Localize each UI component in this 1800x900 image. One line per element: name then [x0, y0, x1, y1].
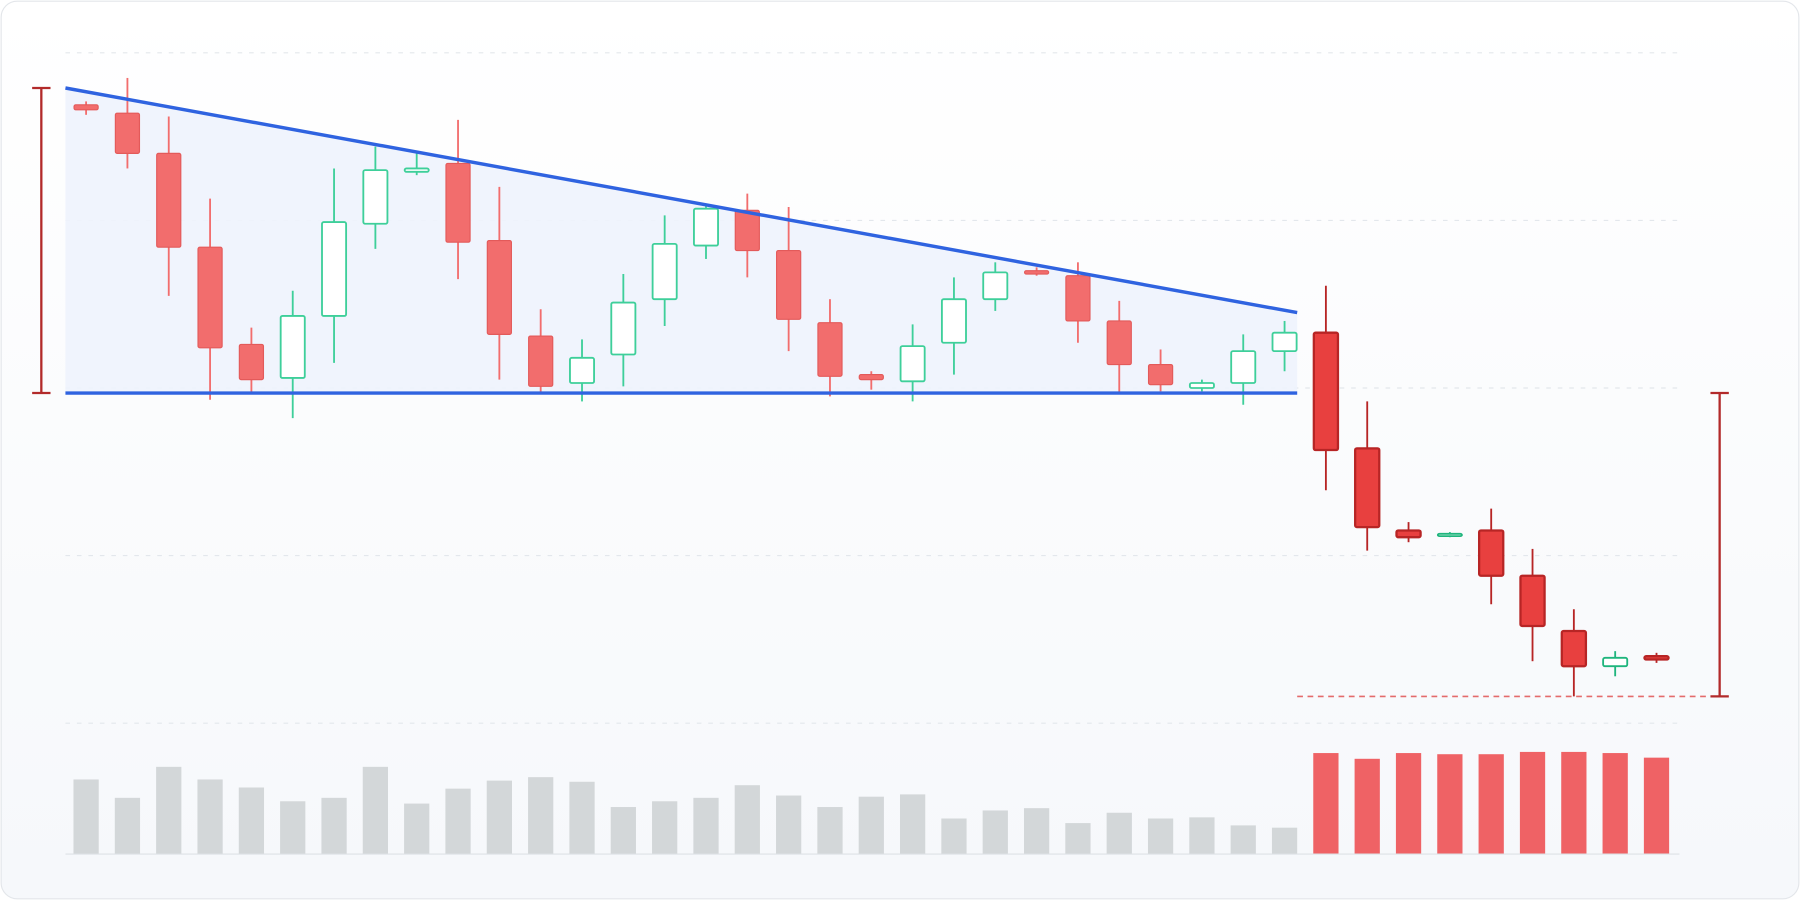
candle-body — [569, 356, 595, 384]
candle-body — [445, 162, 471, 243]
candle-body — [528, 335, 554, 387]
volume-bar — [776, 795, 802, 855]
candle-body — [486, 239, 512, 335]
candle-body — [279, 315, 306, 379]
candle-body — [1147, 363, 1174, 386]
volume-bar — [1189, 817, 1215, 855]
candle-body — [114, 112, 141, 154]
volume-bar — [1395, 753, 1422, 855]
volume-bar — [1519, 751, 1546, 855]
volume-bar — [1065, 823, 1091, 855]
candle-body — [982, 271, 1009, 301]
volume-bar — [1106, 812, 1132, 855]
volume-bar — [238, 787, 265, 855]
candle-body — [1519, 574, 1546, 628]
volume-bar — [362, 766, 389, 855]
volume-bar — [610, 807, 636, 855]
candle-body — [1312, 331, 1340, 452]
volume-bar — [1023, 808, 1050, 855]
candle-body — [1230, 350, 1257, 384]
volume-bar — [1230, 825, 1256, 855]
candle-body — [197, 246, 223, 349]
candle-body — [693, 207, 719, 247]
candle-body — [651, 242, 678, 301]
candle-body — [156, 152, 182, 248]
volume-bar — [280, 801, 306, 855]
candle-body — [321, 221, 348, 317]
candle-body — [403, 167, 430, 173]
volume-bar — [197, 779, 223, 855]
candle-body — [1643, 655, 1670, 661]
candle-body — [1188, 382, 1215, 389]
volume-bar — [858, 796, 884, 855]
volume-bar — [1478, 754, 1504, 855]
volume-bar — [445, 788, 471, 855]
triangle-zone — [65, 88, 1298, 394]
volume-bar — [1354, 758, 1380, 855]
volume-bar — [486, 780, 512, 855]
candle-body — [899, 345, 926, 383]
candle-body — [776, 250, 802, 320]
volume-bar — [528, 777, 554, 855]
candle-body — [610, 301, 637, 356]
volume-bar — [1643, 757, 1670, 855]
volume-bar — [73, 779, 99, 855]
candle-body — [1560, 629, 1588, 668]
volume-bar — [1313, 753, 1339, 855]
candle-body — [734, 209, 760, 252]
volume-bar — [734, 785, 760, 855]
candle-body — [1271, 331, 1298, 353]
candle-body — [858, 374, 884, 381]
candle-body — [1602, 656, 1629, 668]
volume-bar — [817, 807, 843, 855]
volume-bar — [1147, 818, 1174, 855]
volume-bar — [1561, 751, 1587, 855]
volume-bar — [321, 797, 347, 855]
candle-body — [1106, 320, 1132, 366]
candle-body — [1395, 529, 1422, 539]
resistance-line — [65, 86, 1298, 315]
candle-body — [73, 104, 99, 111]
candle-body — [1065, 275, 1091, 322]
candle-body — [817, 322, 843, 377]
volume-bar — [941, 818, 967, 855]
candle-body — [1354, 447, 1381, 529]
volume-bar — [156, 766, 182, 855]
candle-body — [238, 343, 265, 381]
candle-body — [1436, 532, 1463, 538]
volume-bar — [652, 801, 678, 855]
volume-bar — [114, 797, 141, 855]
volume-bar — [982, 810, 1008, 855]
volume-bar — [693, 797, 719, 855]
candle-body — [362, 169, 389, 225]
candle-body — [940, 298, 967, 344]
volume-bar — [1602, 753, 1628, 855]
volume-bar — [404, 803, 430, 855]
candle-body — [1023, 270, 1050, 275]
volume-bar — [1271, 827, 1298, 855]
volume-bar — [1437, 754, 1463, 855]
volume-bar — [900, 794, 926, 855]
candle-body — [1477, 529, 1505, 577]
volume-bar — [569, 781, 595, 855]
